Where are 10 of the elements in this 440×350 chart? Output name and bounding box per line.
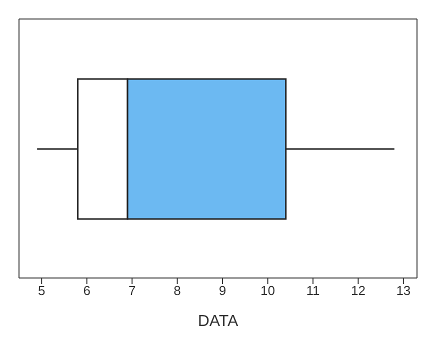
x-tick-label: 8	[174, 283, 181, 298]
x-tick-label: 9	[218, 283, 226, 298]
x-tick-label: 7	[128, 283, 136, 298]
x-tick-label: 13	[396, 283, 411, 298]
x-tick-label: 6	[83, 283, 90, 298]
x-axis-title: DATA	[198, 313, 238, 330]
x-tick-label: 10	[260, 283, 275, 298]
x-tick-label: 11	[306, 283, 320, 298]
x-tick-label: 12	[350, 283, 366, 298]
x-tick-label: 5	[38, 283, 46, 298]
